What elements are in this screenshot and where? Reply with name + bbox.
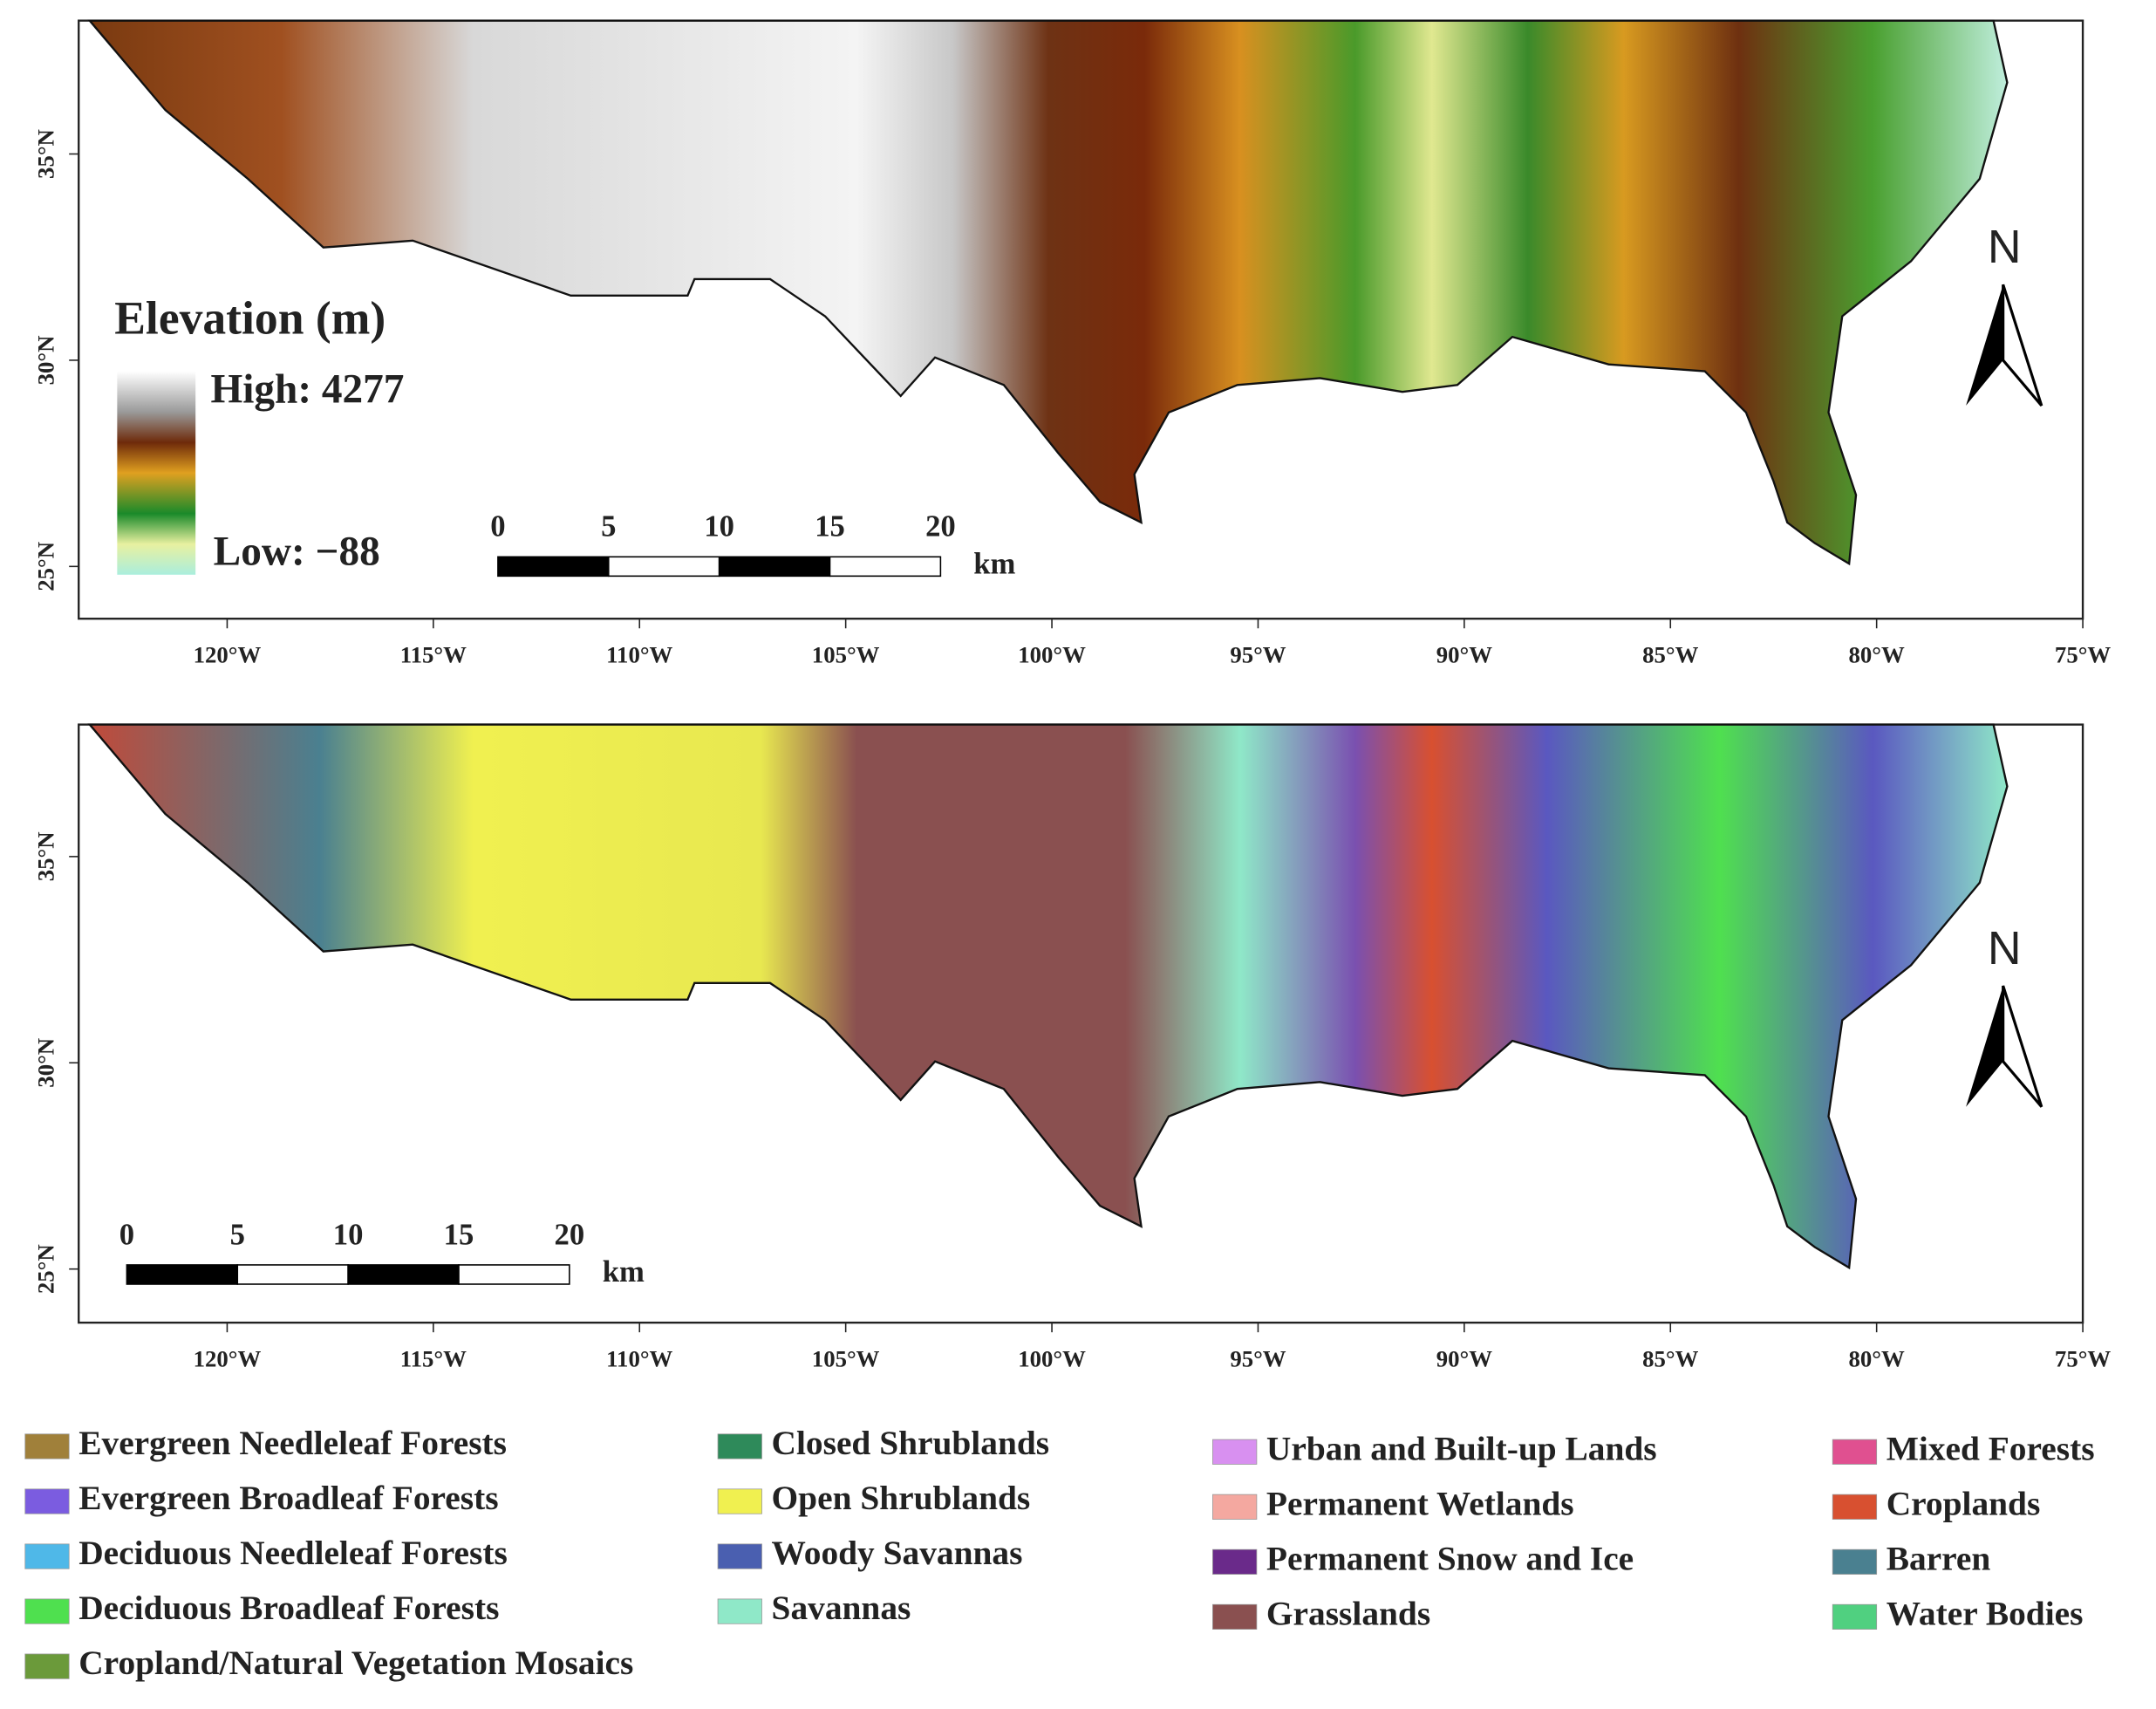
legend-swatch — [1212, 1494, 1258, 1520]
scale-label: 0 — [490, 510, 505, 543]
scale-label: 10 — [704, 510, 734, 543]
scale-label: 15 — [815, 510, 845, 543]
scale-label: 5 — [601, 510, 616, 543]
north-arrow — [2002, 284, 2043, 407]
scale-segment — [126, 1264, 239, 1285]
y-tick-label: 25°N — [33, 542, 59, 591]
scale-label: 20 — [925, 510, 956, 543]
x-tick-label: 95°W — [1230, 1345, 1286, 1371]
land-cover-panel — [78, 723, 2084, 1324]
y-tick-label: 35°N — [33, 831, 59, 881]
scale-unit: km — [973, 547, 1015, 580]
elevation-panel — [78, 19, 2084, 620]
legend-high: High: 4277 — [211, 367, 405, 413]
x-tick-label: 85°W — [1642, 1345, 1698, 1371]
scale-label: 10 — [333, 1218, 364, 1251]
scale-label: 20 — [555, 1218, 585, 1251]
legend-low: Low: −88 — [214, 530, 380, 575]
y-tick-label: 25°N — [33, 1244, 59, 1294]
scale-segment — [347, 1264, 460, 1285]
legend-label: Deciduous Needleleaf Forests — [78, 1534, 508, 1572]
x-tick-label: 105°W — [812, 641, 880, 667]
legend-label: Mixed Forests — [1886, 1429, 2095, 1467]
legend-swatch — [24, 1598, 70, 1624]
legend-swatch — [1212, 1603, 1258, 1630]
scale-unit: km — [603, 1255, 645, 1289]
x-tick-label: 75°W — [2055, 641, 2111, 667]
x-tick-label: 100°W — [1018, 641, 1086, 667]
x-tick-label: 80°W — [1849, 641, 1905, 667]
legend-label: Urban and Built-up Lands — [1266, 1429, 1657, 1467]
legend-label: Closed Shrublands — [772, 1424, 1050, 1462]
scale-segment — [718, 556, 831, 578]
x-tick-label: 110°W — [606, 1345, 672, 1371]
north-arrow — [1966, 284, 2003, 406]
legend-swatch — [1212, 1548, 1258, 1575]
y-tick-label: 30°N — [33, 335, 59, 385]
legend-label: Woody Savannas — [772, 1534, 1023, 1572]
legend-swatch — [1832, 1494, 1878, 1520]
legend-swatch — [1212, 1439, 1258, 1465]
legend-label: Open Shrublands — [772, 1479, 1031, 1517]
x-tick-label: 120°W — [194, 1345, 262, 1371]
x-tick-label: 100°W — [1018, 1345, 1086, 1371]
legend-label: Cropland/Natural Vegetation Mosaics — [78, 1644, 633, 1682]
legend-swatch — [24, 1543, 70, 1569]
elevation-colorbar — [117, 371, 196, 575]
x-tick-label: 115°W — [400, 641, 467, 667]
legend-swatch — [24, 1433, 70, 1459]
x-tick-label: 105°W — [812, 1345, 880, 1371]
x-tick-label: 90°W — [1436, 641, 1492, 667]
scale-label: 15 — [444, 1218, 474, 1251]
legend-swatch — [24, 1488, 70, 1514]
legend-swatch — [24, 1653, 70, 1679]
legend-label: Evergreen Broadleaf Forests — [78, 1479, 498, 1517]
x-tick-label: 95°W — [1230, 641, 1286, 667]
x-tick-label: 80°W — [1849, 1345, 1905, 1371]
north-arrow — [2002, 985, 2043, 1108]
scale-label: 5 — [230, 1218, 245, 1251]
legend-swatch — [1832, 1439, 1878, 1465]
legend-swatch — [1832, 1603, 1878, 1630]
x-tick-label: 75°W — [2055, 1345, 2111, 1371]
legend-label: Permanent Wetlands — [1266, 1484, 1574, 1522]
legend-swatch — [1832, 1548, 1878, 1575]
x-tick-label: 120°W — [194, 641, 262, 667]
legend-label: Evergreen Needleleaf Forests — [78, 1424, 507, 1462]
legend-label: Croplands — [1886, 1484, 2041, 1522]
scale-label: 0 — [119, 1218, 134, 1251]
legend-label: Permanent Snow and Ice — [1266, 1539, 1634, 1577]
x-tick-label: 90°W — [1436, 1345, 1492, 1371]
legend-swatch — [717, 1433, 762, 1459]
legend-label: Savannas — [772, 1589, 911, 1627]
x-tick-label: 85°W — [1642, 641, 1698, 667]
scale-segment — [497, 556, 610, 578]
north-label: N — [1988, 221, 2022, 273]
legend-label: Barren — [1886, 1539, 1991, 1577]
north-label: N — [1988, 922, 2022, 974]
legend-label: Water Bodies — [1886, 1594, 2084, 1632]
y-tick-label: 30°N — [33, 1038, 59, 1088]
legend-swatch — [717, 1598, 762, 1624]
scale-segment — [829, 556, 942, 578]
y-tick-label: 35°N — [33, 129, 59, 179]
scale-segment — [236, 1264, 349, 1285]
x-tick-label: 110°W — [606, 641, 672, 667]
legend-label: Grasslands — [1266, 1594, 1430, 1632]
x-tick-label: 115°W — [400, 1345, 467, 1371]
scale-segment — [458, 1264, 570, 1285]
legend-label: Deciduous Broadleaf Forests — [78, 1589, 499, 1627]
legend-title: Elevation (m) — [114, 292, 385, 345]
legend-swatch — [717, 1488, 762, 1514]
legend-swatch — [717, 1543, 762, 1569]
scale-segment — [607, 556, 720, 578]
